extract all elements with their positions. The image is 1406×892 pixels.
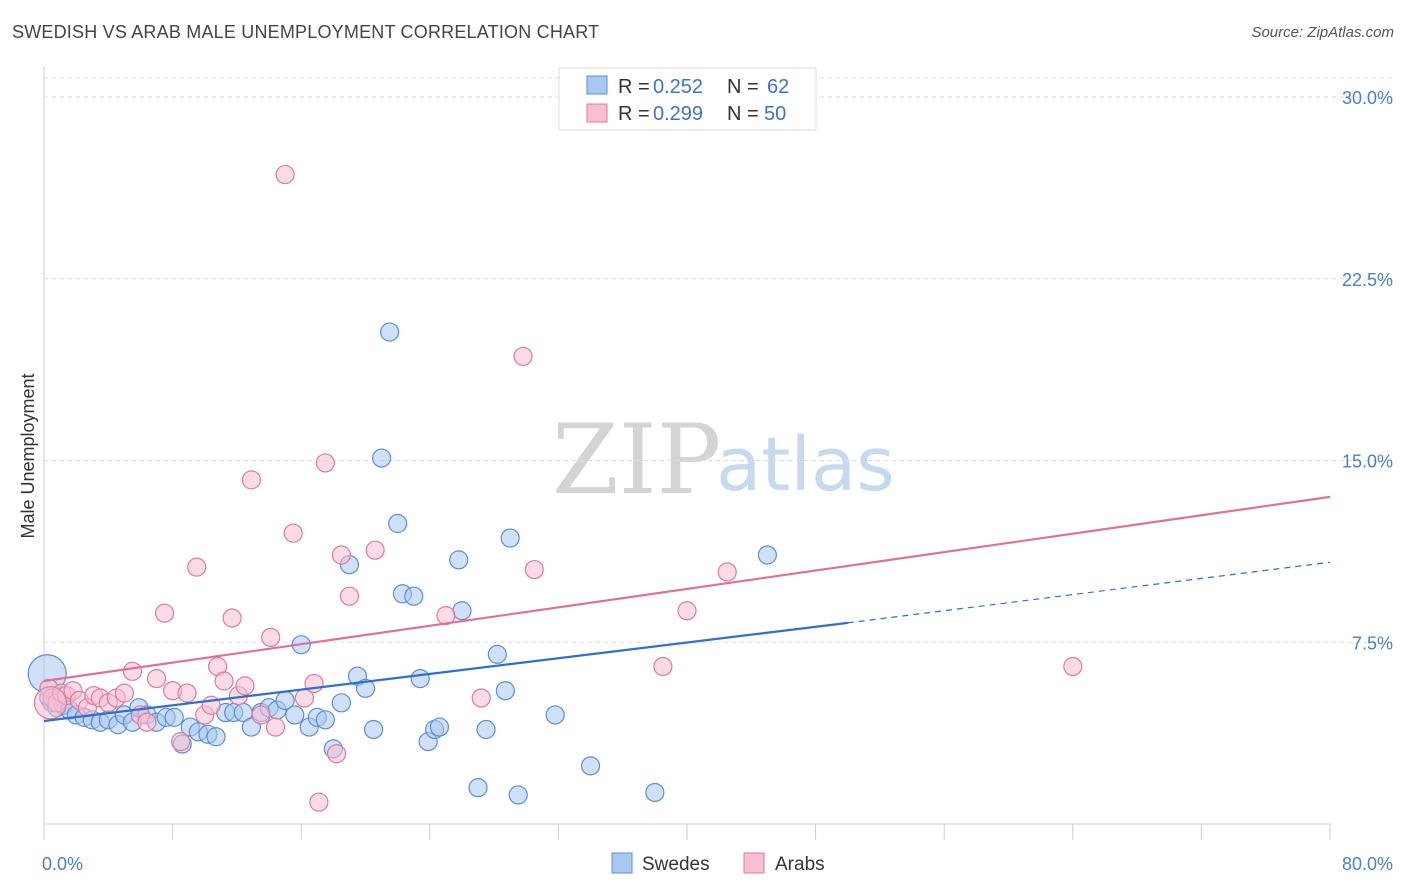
swedes-point-57 [500,528,520,548]
arabs-point-44 [471,688,491,708]
arabs-point-26 [222,608,242,628]
arabs-point-46 [524,559,544,580]
swedes-point-55 [487,644,507,664]
legend-swedes-n-value: 62 [767,76,789,98]
legend-arabs-n-value: 50 [764,103,786,125]
legend-swatch-swedes [586,75,608,95]
swedes-point-40 [355,678,376,698]
swedes-point-42 [371,448,392,468]
arabs-point-32 [265,717,286,737]
swedes-point-47 [410,668,430,689]
arabs-point-33 [275,164,295,185]
swedes-trend-line [43,621,848,723]
arabs-point-38 [315,453,335,473]
y-tick-labels: 7.5% 15.0% 22.5% 30.0% [1342,88,1393,653]
swedes-point-31 [285,705,305,725]
legend-arabs-r-value: 0.299 [653,103,703,125]
arabs-point-42 [365,540,385,560]
arabs-point-29 [241,470,261,490]
arabs-point-43 [436,605,456,626]
watermark-atlas: atlas [716,422,895,508]
swedes-point-35 [315,710,335,730]
arabs-point-19 [171,732,191,752]
y-tick-label-2: 22.5% [1342,270,1393,290]
chart-title: SWEDISH VS ARAB MALE UNEMPLOYMENT CORREL… [12,22,600,42]
bottom-legend-arabs: Arabs [775,854,825,875]
swedes-point-61 [645,782,665,803]
arabs-point-47 [653,656,673,677]
bottom-legend-swatch-swedes [611,852,633,874]
series-arabs [33,164,1083,812]
arabs-point-13 [122,661,143,681]
x-tick-label-0: 0.0% [42,854,83,874]
trend-lines [43,495,1331,723]
bottom-legend-swatch-arabs [743,852,765,874]
swedes-point-62 [757,545,777,565]
arabs-point-51 [33,686,68,720]
source-credit: Source: ZipAtlas.com [1251,24,1394,41]
legend-swatch-arabs [586,103,608,123]
swedes-point-60 [580,756,601,776]
legend-arabs-r-label: R = [618,103,650,125]
swedes-point-17 [164,707,184,727]
arabs-point-49 [717,562,737,582]
swedes-trend-extension [847,561,1331,624]
bottom-legend-swedes: Swedes [642,854,710,875]
watermark: ZIP atlas [552,404,895,516]
y-tick-label-1: 15.0% [1342,452,1393,472]
swedes-point-41 [363,719,384,740]
legend-swedes-n-label: N = [727,76,759,98]
arabs-point-45 [513,346,533,366]
arabs-point-50 [1063,656,1083,677]
x-tick-label-1: 80.0% [1342,854,1393,874]
arabs-point-17 [154,603,175,623]
y-tick-label-3: 30.0% [1342,88,1393,108]
arabs-point-15 [137,712,157,732]
swedes-point-51 [449,550,469,570]
arabs-point-25 [214,671,234,691]
swedes-point-52 [452,601,472,621]
arabs-point-30 [251,705,271,725]
swedes-point-46 [404,586,424,606]
swedes-point-37 [331,693,351,713]
arabs-point-12 [114,683,134,703]
swedes-point-50 [429,717,450,737]
swedes-point-43 [380,322,400,342]
y-tick-label-0: 7.5% [1352,633,1393,653]
legend-swedes-r-value: 0.252 [653,76,703,98]
swedes-point-58 [508,785,528,805]
swedes-point-56 [495,681,515,701]
bottom-legend: Swedes Arabs [611,852,825,875]
legend-arabs-n-label: N = [727,103,759,125]
arabs-point-48 [677,601,697,621]
arabs-point-40 [331,545,351,565]
arabs-point-41 [339,586,360,606]
series-swedes [27,322,777,805]
arabs-trend-line [43,495,1331,683]
swedes-point-54 [476,719,496,740]
legend-swedes-r-label: R = [618,76,650,98]
swedes-point-44 [388,513,408,534]
arabs-point-20 [177,683,197,703]
arabs-point-16 [146,668,167,689]
y-axis-label: Male Unemployment [18,373,38,538]
grid [44,77,1394,643]
swedes-point-53 [468,778,488,798]
swedes-point-22 [206,727,226,747]
x-tick-labels: 0.0% 80.0% [42,854,1393,874]
arabs-point-39 [326,744,347,764]
legend: R = 0.252 N = 62 R = 0.299 N = 50 [558,67,817,131]
arabs-point-21 [187,557,207,577]
arabs-point-28 [235,676,255,696]
arabs-point-34 [283,523,303,543]
swedes-point-59 [545,705,565,725]
arabs-point-31 [261,627,281,648]
arabs-point-37 [309,792,329,812]
